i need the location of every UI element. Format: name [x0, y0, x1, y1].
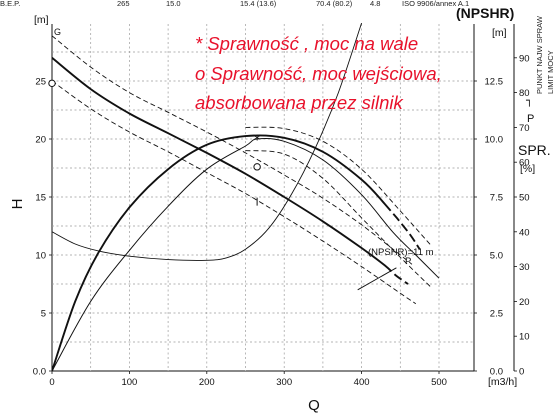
npsh-tick-label: 10.0 [485, 135, 504, 146]
h-tick-label: 10 [35, 251, 46, 262]
h-unit: [m] [34, 14, 49, 26]
annotation-line-3: absorbowana przez silnik [195, 92, 404, 113]
spr-tick-label: 10 [519, 332, 530, 343]
npshr-header: (NPSHR) [456, 5, 514, 21]
q-unit: [m3/h] [488, 376, 517, 388]
marker-circle [253, 163, 261, 171]
npshr-curve-label: (NPSHR)=11 m [368, 247, 434, 258]
side-label-punkt: PUNKT NAJW SPRAW [535, 15, 544, 94]
spr-tick-label: 0 [519, 367, 524, 378]
x-tick-label: 100 [121, 377, 137, 388]
header-value-2: 15.0 [166, 0, 181, 8]
curve-power [52, 23, 363, 261]
h-tick-label: 0.0 [33, 367, 46, 378]
h-tick-label: 5 [41, 309, 46, 320]
header-bep-label: B.E.P. [0, 0, 20, 8]
h-tick-label: 20 [35, 135, 46, 146]
spr-tick-label: 60 [519, 158, 530, 169]
npsh-tick-label: 0.0 [490, 367, 503, 378]
npsh-unit: [m] [492, 27, 507, 39]
x-tick-label: 0 [49, 377, 54, 388]
header-value-4: 70.4 (80.2) [316, 0, 353, 8]
x-tick-label: 300 [276, 377, 292, 388]
h-tick-label: 25 [35, 77, 46, 88]
spr-tick-label: 80 [519, 88, 530, 99]
annotation-line-1: * Sprawność , moc na wale [195, 33, 418, 54]
g-marker-label: G [54, 27, 61, 37]
spr-tick-label: 20 [519, 297, 530, 308]
x-tick-label: 500 [431, 377, 447, 388]
spr-label: SPR. [518, 142, 551, 158]
header-value-1: 265 [117, 0, 130, 8]
tick-labels: 0 100 200 300 400 5000.05101520250.02.55.07.5… [33, 53, 530, 388]
spr-tick-label: 70 [519, 123, 530, 134]
npsh-tick-label: 2.5 [490, 309, 503, 320]
header-value-5: 4.8 [370, 0, 380, 8]
npsh-tick-label: 7.5 [490, 193, 503, 204]
spr-tick-label: 30 [519, 262, 530, 273]
spr-tick-label: 50 [519, 193, 530, 204]
header-value-6: ISO 9906/annex A.1 [402, 0, 469, 8]
spr-tick-label: 90 [519, 53, 530, 64]
spr-unit: [%] [520, 163, 535, 175]
h-axis-title: H [9, 199, 26, 210]
curve-npshr-lower-dashed [245, 150, 432, 288]
npsh-tick-label: 12.5 [485, 77, 504, 88]
curve-head-upper-tolerance [52, 35, 413, 265]
npsh-tick-label: 5.0 [490, 251, 503, 262]
curve-npshr-11m-short [357, 267, 397, 291]
curve-tail-gap [383, 203, 421, 251]
x-tick-label: 400 [354, 377, 370, 388]
x-tick-label: 200 [199, 377, 215, 388]
spr-tick-label: 40 [519, 227, 530, 238]
header-value-3: 15.4 (13.6) [240, 0, 277, 8]
annotation-line-2: o Sprawność, moc wejściowa, [195, 63, 442, 84]
marker-circle [48, 79, 56, 88]
h-tick-label: 15 [35, 193, 46, 204]
curve-npshr-upper-dashed [245, 126, 432, 247]
p-marker-label: P [405, 256, 411, 267]
side-mark-2: P [527, 113, 534, 125]
curves [52, 23, 440, 371]
marker-asterisk: * [254, 134, 261, 149]
markers: * [48, 79, 261, 206]
curve-efficiency [52, 134, 421, 371]
q-axis-title: Q [308, 397, 320, 414]
curve-head [52, 57, 409, 285]
curve-npshr [52, 137, 440, 371]
side-label-limit: LIMIT MOCY [546, 50, 555, 94]
curve-head-lower-tolerance [52, 80, 417, 305]
side-mark-1: ┐ [526, 94, 533, 107]
